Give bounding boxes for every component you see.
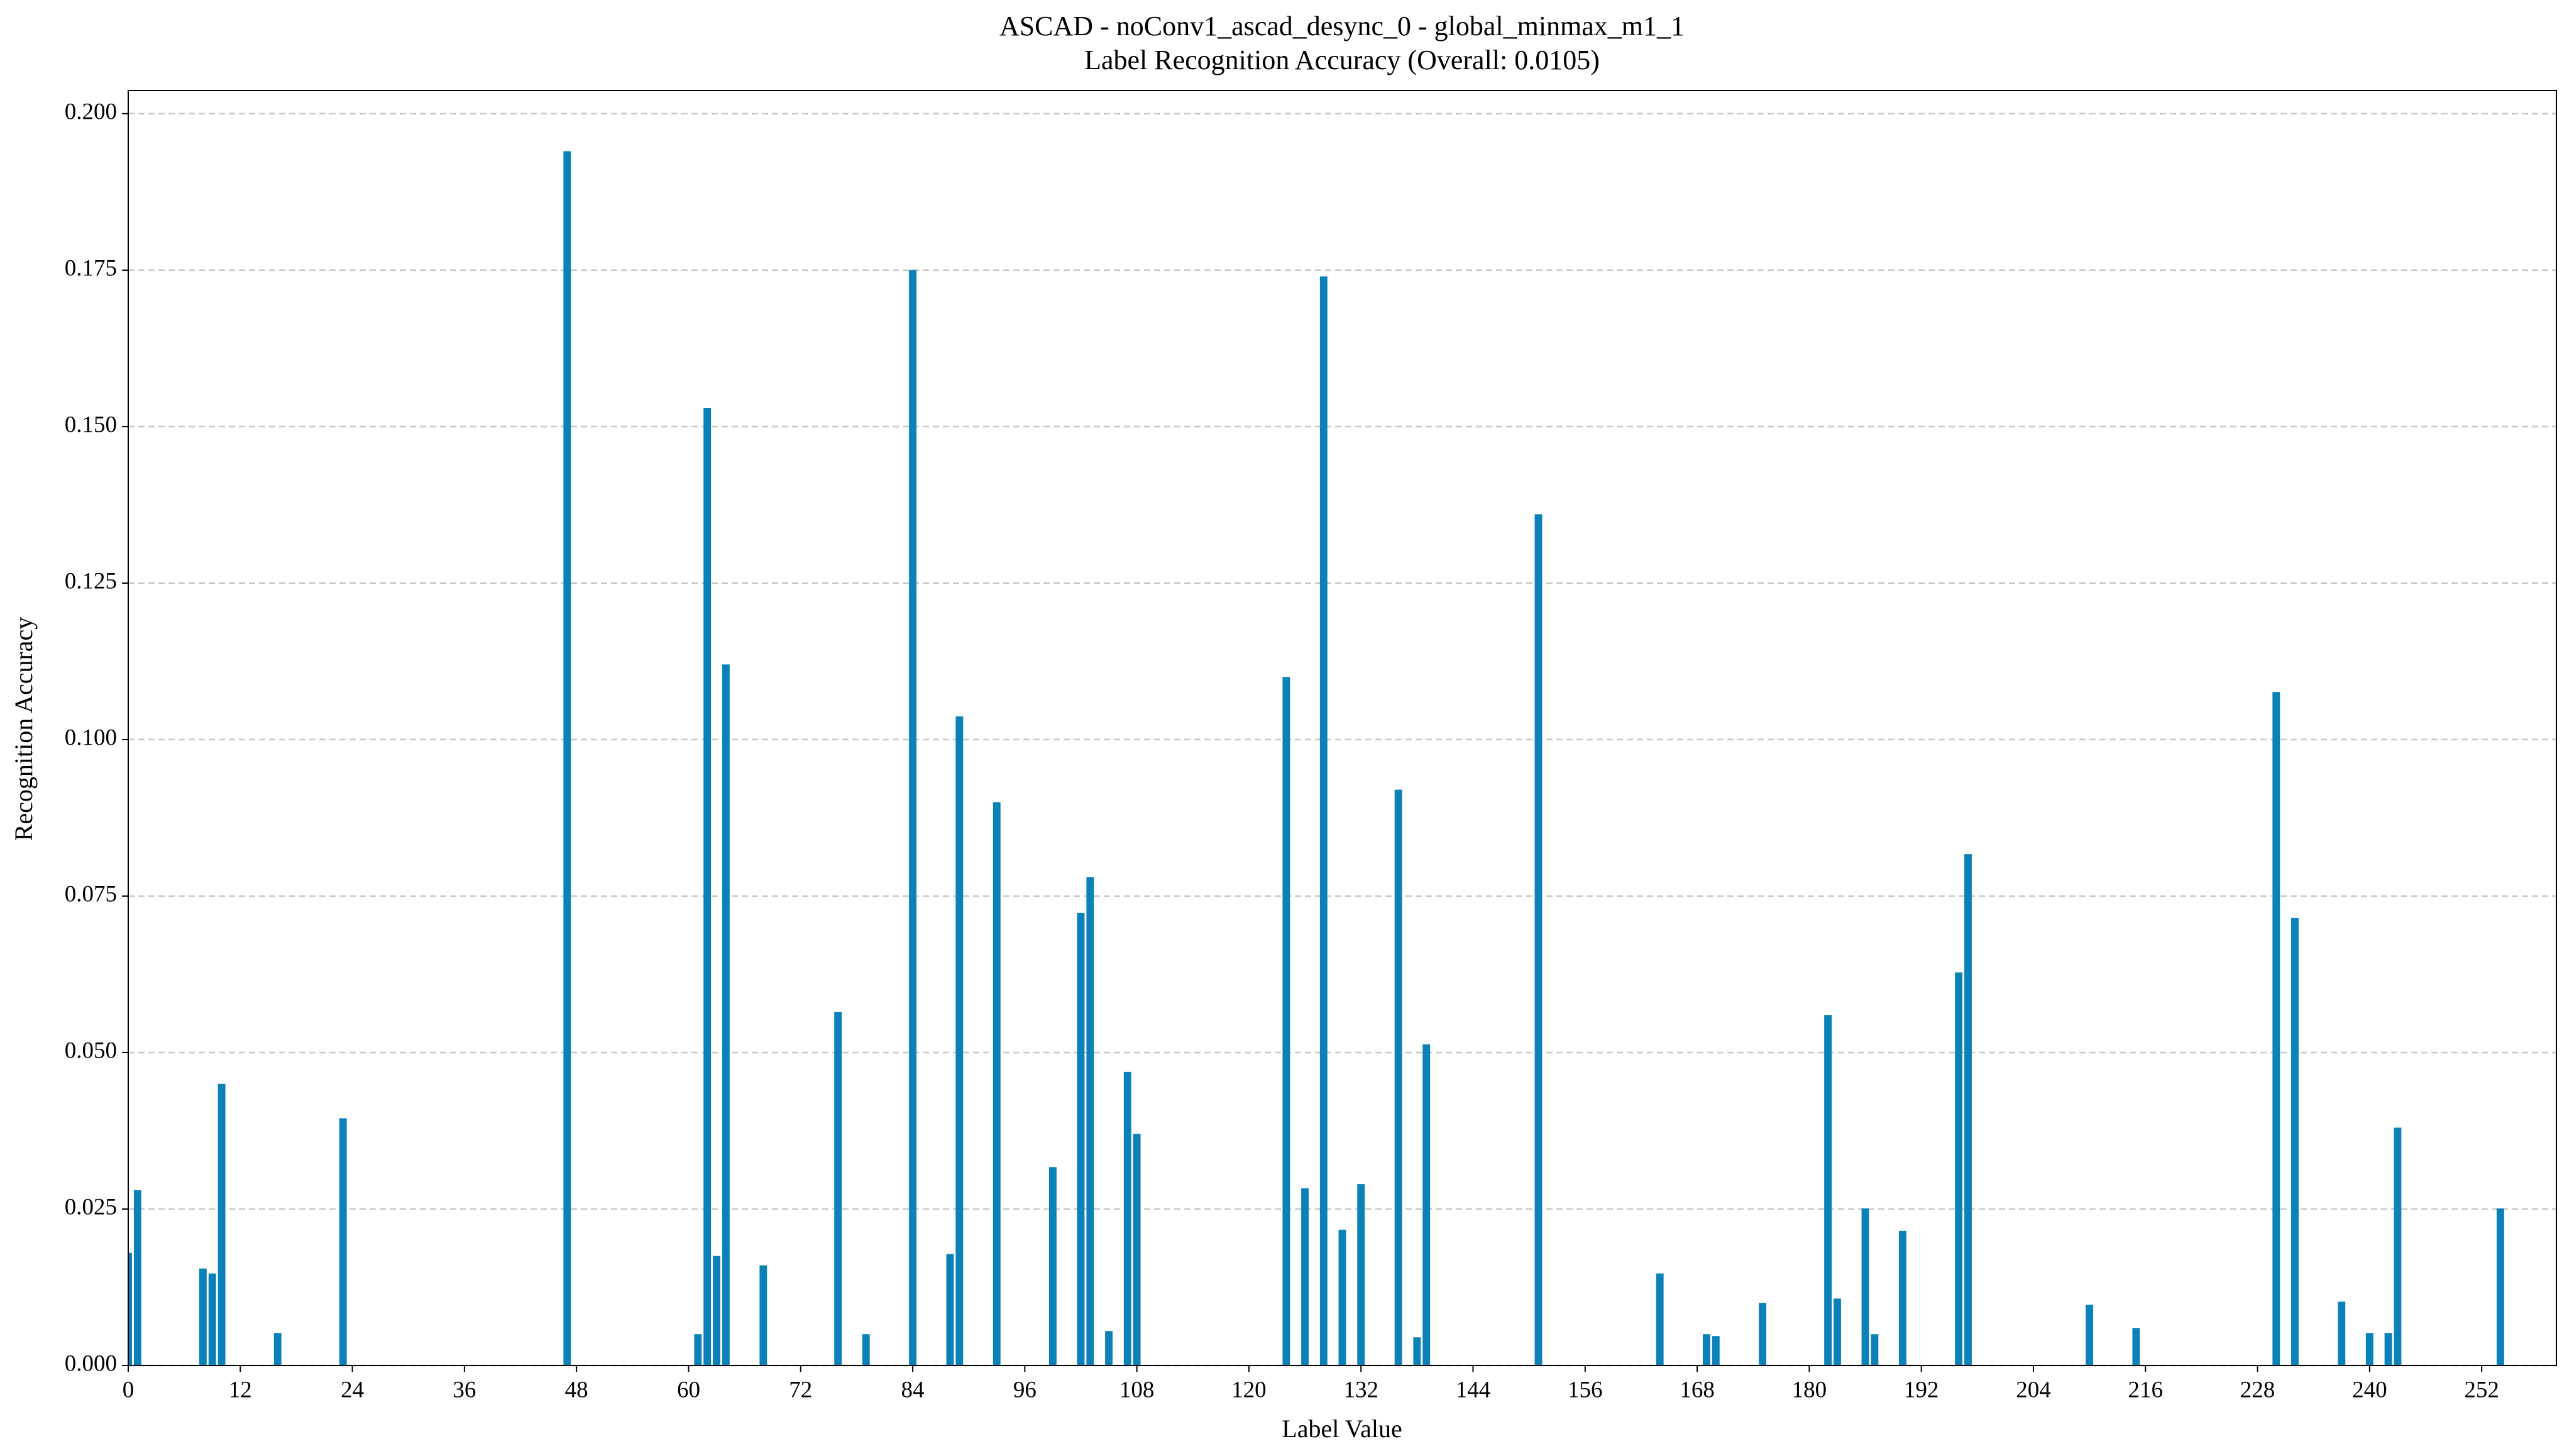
bar (1048, 1167, 1057, 1366)
x-tick-label: 48 (565, 1377, 588, 1403)
bar (1357, 1184, 1365, 1366)
x-tick-label: 144 (1456, 1377, 1491, 1403)
bar (1964, 854, 1972, 1366)
x-tick-label: 108 (1119, 1377, 1155, 1403)
x-tick-label: 96 (1013, 1377, 1037, 1403)
bar (1338, 1229, 1346, 1366)
x-tick-label: 72 (789, 1377, 812, 1403)
bar (1712, 1336, 1720, 1366)
y-tick-label: 0.125 (65, 568, 117, 594)
x-tick-label: 240 (2352, 1377, 2387, 1403)
y-tick-label: 0.100 (65, 725, 117, 750)
bar (2384, 1333, 2392, 1366)
y-tick-label: 0.175 (65, 255, 117, 281)
bar (208, 1273, 216, 1366)
bar (694, 1334, 702, 1366)
bar (1086, 877, 1094, 1366)
bar (128, 1252, 132, 1366)
bar (2132, 1328, 2140, 1366)
bar (563, 151, 571, 1366)
x-tick-label: 204 (2016, 1377, 2051, 1403)
x-tick-label: 132 (1343, 1377, 1378, 1403)
x-tick-label: 120 (1231, 1377, 1267, 1403)
bar (862, 1334, 870, 1366)
x-tick-label: 12 (229, 1377, 252, 1403)
bar (1422, 1044, 1431, 1366)
bar (1899, 1230, 1906, 1366)
bar (834, 1012, 842, 1366)
bar (1871, 1334, 1879, 1366)
bar (2086, 1305, 2094, 1366)
bar (759, 1265, 767, 1366)
bar (1394, 789, 1402, 1366)
bar (2365, 1333, 2373, 1366)
y-tick-label: 0.050 (65, 1037, 117, 1063)
bar (339, 1118, 347, 1366)
y-tick-label: 0.025 (65, 1194, 117, 1220)
bar (1077, 912, 1085, 1366)
y-tick-label: 0.150 (65, 412, 117, 437)
x-tick-label: 36 (453, 1377, 476, 1403)
bar (1824, 1015, 1832, 1366)
y-tick-label: 0.075 (65, 881, 117, 907)
bar (273, 1333, 282, 1366)
bar (1955, 972, 1963, 1366)
x-tick-label: 192 (1904, 1377, 1939, 1403)
x-tick-label: 228 (2240, 1377, 2275, 1403)
bar (199, 1268, 207, 1366)
plot-frame (128, 90, 2557, 1366)
chart-subtitle: Label Recognition Accuracy (Overall: 0.0… (1084, 45, 1600, 75)
bar (1703, 1334, 1710, 1366)
bar (722, 664, 730, 1366)
bar (2496, 1208, 2504, 1366)
bar (217, 1083, 226, 1366)
x-tick-label: 84 (901, 1377, 925, 1403)
bar (1123, 1071, 1131, 1366)
y-tick-label: 0.000 (65, 1350, 117, 1376)
bar (713, 1256, 720, 1366)
bar (1301, 1188, 1309, 1366)
bar (1834, 1298, 1841, 1366)
y-tick-label: 0.200 (65, 99, 117, 124)
bar (2338, 1301, 2346, 1366)
chart-title: ASCAD - noConv1_ascad_desync_0 - global_… (999, 11, 1685, 41)
bar (1105, 1331, 1113, 1366)
x-tick-label: 0 (123, 1377, 135, 1403)
bar (2394, 1127, 2402, 1366)
x-tick-label: 168 (1680, 1377, 1715, 1403)
bar (1413, 1337, 1421, 1366)
bar (1759, 1303, 1767, 1366)
x-tick-label: 216 (2128, 1377, 2164, 1403)
x-tick-label: 156 (1568, 1377, 1603, 1403)
bar (955, 716, 964, 1366)
bar (1534, 514, 1543, 1366)
bar (2291, 917, 2299, 1366)
x-tick-label: 60 (677, 1377, 700, 1403)
bar (1282, 677, 1290, 1366)
x-tick-label: 24 (341, 1377, 364, 1403)
bar (909, 270, 916, 1366)
bar (993, 802, 1001, 1366)
y-axis-label: Recognition Accuracy (9, 617, 38, 841)
bar (1861, 1208, 1869, 1366)
bar (2272, 692, 2280, 1366)
bar (1656, 1273, 1664, 1366)
x-tick-label: 252 (2464, 1377, 2499, 1403)
bar (1319, 276, 1328, 1366)
bar (703, 408, 712, 1366)
bar (946, 1254, 954, 1366)
bar (133, 1190, 141, 1366)
bar (1133, 1134, 1141, 1366)
x-axis-label: Label Value (1282, 1415, 1402, 1443)
x-tick-label: 180 (1792, 1377, 1827, 1403)
